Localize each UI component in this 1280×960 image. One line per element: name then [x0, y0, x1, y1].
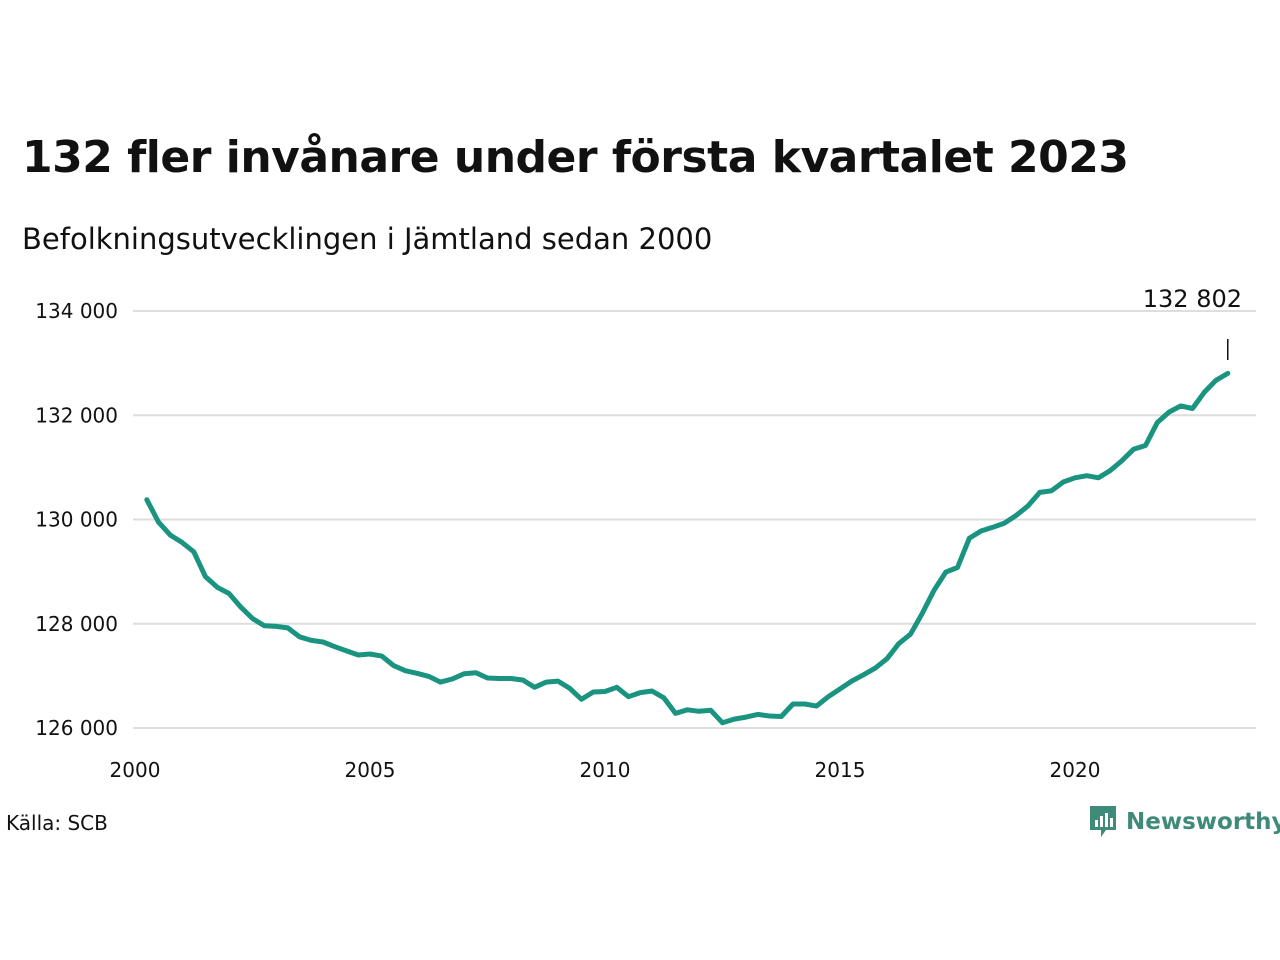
- y-tick-label: 134 000: [35, 299, 118, 323]
- y-tick-label: 126 000: [35, 716, 118, 740]
- x-tick-label: 2015: [815, 758, 866, 782]
- y-tick-label: 128 000: [35, 612, 118, 636]
- x-tick-label: 2000: [110, 758, 161, 782]
- grid-lines: [133, 310, 1256, 729]
- x-axis-ticks: 2000 2005 2010 2015 2020: [110, 758, 1101, 782]
- y-tick-label: 130 000: [35, 508, 118, 532]
- chart-title: 132 fler invånare under första kvartalet…: [22, 132, 1129, 183]
- x-tick-label: 2010: [580, 758, 631, 782]
- newsworthy-logo-icon: [1090, 806, 1116, 837]
- newsworthy-logo: Newsworthy: [1088, 804, 1280, 840]
- x-tick-label: 2020: [1050, 758, 1101, 782]
- newsworthy-logo-text: Newsworthy: [1126, 809, 1280, 835]
- chart-subtitle: Befolkningsutvecklingen i Jämtland sedan…: [22, 222, 713, 256]
- series-layer: [144, 370, 1231, 726]
- y-tick-label: 132 000: [35, 403, 118, 427]
- annotation-layer: 132 802: [1143, 285, 1242, 360]
- annotation-label: 132 802: [1143, 285, 1242, 313]
- series-line: [144, 370, 1231, 726]
- x-tick-label: 2005: [345, 758, 396, 782]
- y-axis-ticks: 126 000 128 000 130 000 132 000 134 000: [35, 299, 118, 740]
- source-note: Källa: SCB: [6, 811, 108, 835]
